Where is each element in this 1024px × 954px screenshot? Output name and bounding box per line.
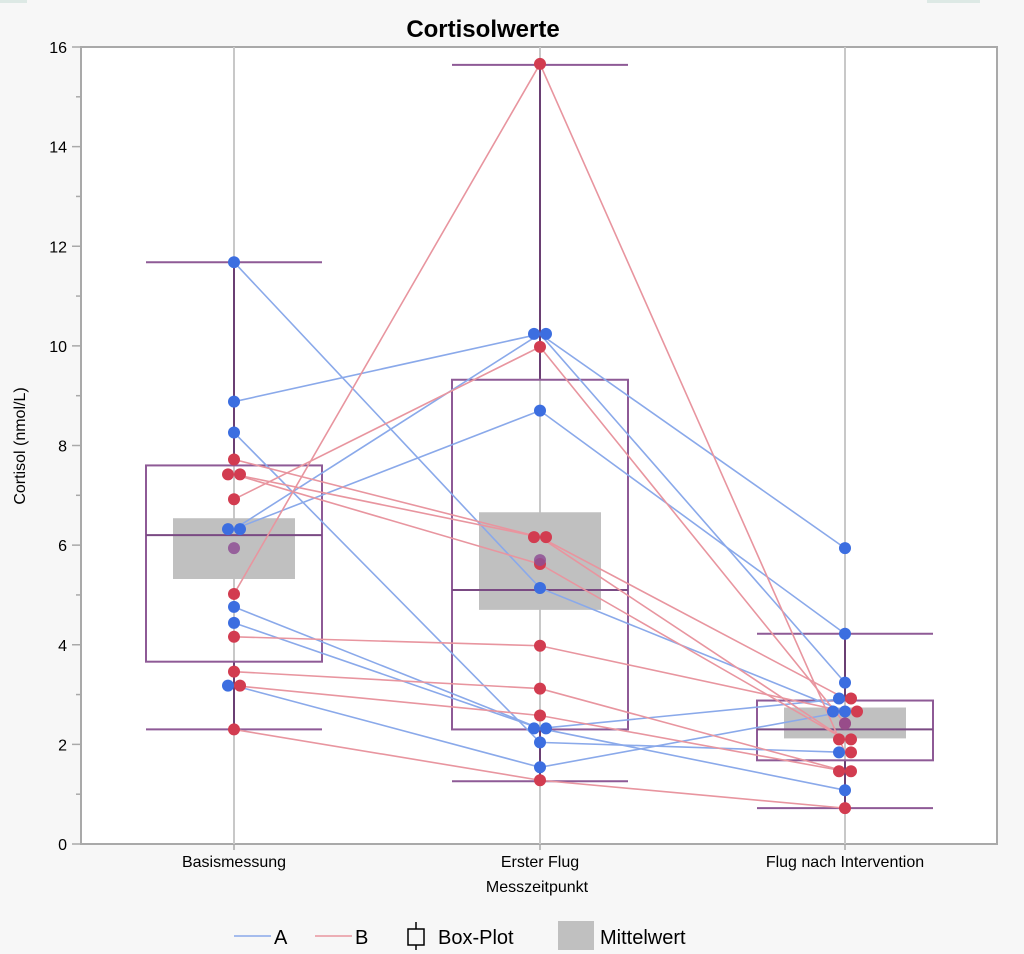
window-tab-strip-left: [0, 0, 27, 3]
data-point-b: [534, 709, 546, 722]
data-point-a: [228, 616, 240, 629]
window-tab-strip-right: [927, 0, 980, 3]
legend-label-mittelwert: Mittelwert: [600, 927, 686, 949]
data-point-a: [228, 426, 240, 439]
legend-label-a: A: [274, 927, 288, 949]
data-point-b: [845, 765, 857, 778]
data-point-a: [827, 705, 839, 718]
data-point-a: [839, 627, 851, 640]
y-axis: 0 2 4 6 8 10 12 14 16: [49, 40, 81, 854]
data-point-a: [228, 395, 240, 408]
y-tick-label: 10: [49, 339, 67, 356]
data-point-a: [833, 692, 845, 705]
data-point-b: [833, 765, 845, 778]
data-point-b: [540, 531, 552, 544]
mean-point: [534, 554, 546, 567]
data-point-a: [534, 736, 546, 749]
data-point-a: [528, 327, 540, 340]
mean-point: [839, 717, 851, 730]
mean-point: [228, 542, 240, 555]
data-point-b: [228, 630, 240, 643]
legend-item-mittelwert[interactable]: Mittelwert: [558, 921, 686, 950]
x-tick-label: Basismessung: [182, 854, 286, 871]
data-point-a: [222, 523, 234, 536]
data-point-b: [534, 639, 546, 652]
legend-label-box-plot: Box-Plot: [438, 927, 514, 949]
data-point-b: [534, 774, 546, 787]
box-plot-icon: [407, 922, 425, 950]
data-point-a: [833, 746, 845, 759]
mean-swatch-icon: [558, 921, 594, 950]
x-axis: Basismessung Erster Flug Flug nach Interve…: [182, 844, 924, 871]
data-point-b: [228, 723, 240, 736]
chart-title: Cortisolwerte: [406, 16, 559, 43]
data-point-b: [228, 453, 240, 466]
data-point-b: [228, 665, 240, 678]
legend-item-box-plot[interactable]: Box-Plot: [407, 922, 514, 950]
data-points: [222, 57, 863, 815]
data-point-a: [222, 679, 234, 692]
y-tick-label: 4: [58, 638, 67, 655]
y-tick-label: 8: [58, 439, 67, 456]
data-point-a: [540, 327, 552, 340]
y-tick-label: 0: [58, 837, 67, 854]
data-point-a: [228, 256, 240, 269]
data-point-b: [839, 802, 851, 815]
y-axis-label: Cortisol (nmol/L): [12, 387, 29, 504]
data-point-a: [839, 676, 851, 689]
data-point-a: [839, 542, 851, 555]
x-axis-label: Messzeitpunkt: [486, 879, 589, 896]
data-point-b: [845, 746, 857, 759]
data-point-a: [839, 784, 851, 797]
data-point-a: [534, 581, 546, 594]
data-point-b: [845, 692, 857, 705]
data-point-a: [234, 523, 246, 536]
data-point-b: [234, 679, 246, 692]
data-point-b: [528, 531, 540, 544]
x-tick-label: Erster Flug: [501, 854, 579, 871]
y-tick-label: 2: [58, 737, 67, 754]
data-point-b: [228, 493, 240, 506]
data-point-b: [222, 468, 234, 481]
data-point-b: [534, 57, 546, 70]
data-point-b: [534, 340, 546, 353]
y-tick-label: 6: [58, 538, 67, 555]
data-point-a: [839, 705, 851, 718]
legend-item-a[interactable]: A: [234, 927, 288, 949]
data-point-b: [534, 682, 546, 695]
data-point-b: [833, 733, 845, 746]
data-point-b: [228, 587, 240, 600]
y-tick-label: 14: [49, 140, 67, 157]
data-point-a: [534, 761, 546, 774]
y-tick-label: 12: [49, 239, 67, 256]
legend: A B Box-Plot Mittelwert: [234, 921, 686, 950]
legend-item-b[interactable]: B: [315, 927, 368, 949]
iqr-box: [451, 378, 629, 731]
y-tick-label: 16: [49, 40, 67, 57]
data-point-b: [851, 705, 863, 718]
data-point-a: [540, 722, 552, 735]
data-point-a: [534, 404, 546, 417]
x-tick-label: Flug nach Intervention: [766, 854, 924, 871]
data-point-a: [528, 722, 540, 735]
legend-label-b: B: [355, 927, 368, 949]
data-point-b: [234, 468, 246, 481]
data-point-a: [228, 600, 240, 613]
data-point-b: [845, 733, 857, 746]
